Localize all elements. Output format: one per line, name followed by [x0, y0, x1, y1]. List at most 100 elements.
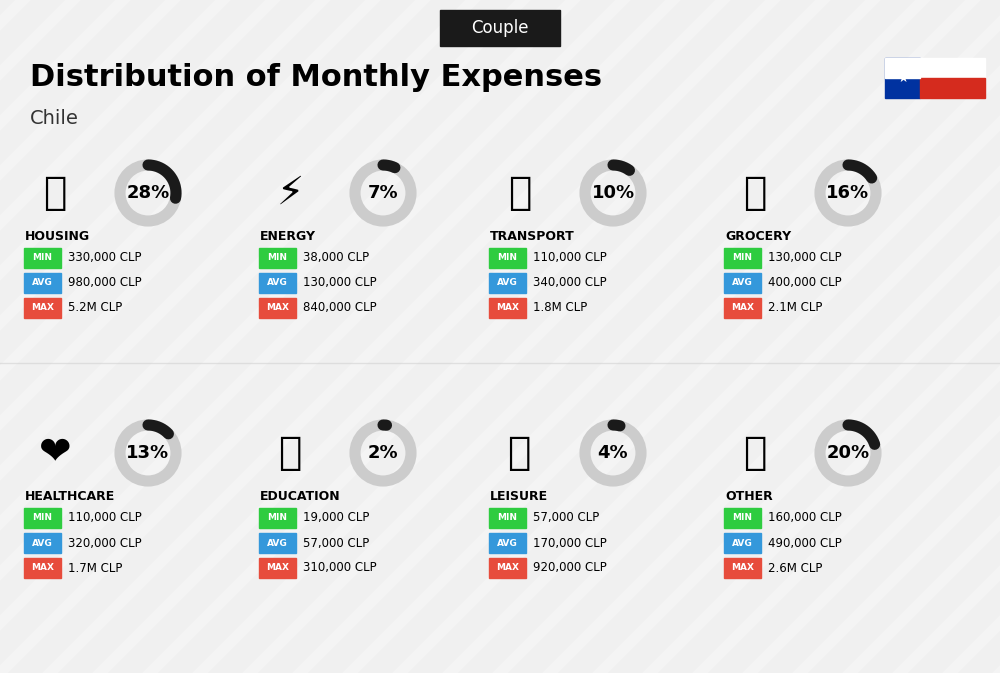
Bar [920, 58, 985, 78]
Text: 5.2M CLP: 5.2M CLP [68, 302, 122, 314]
Text: MAX: MAX [496, 304, 519, 312]
FancyBboxPatch shape [24, 533, 61, 553]
Text: 2.1M CLP: 2.1M CLP [768, 302, 822, 314]
Text: MIN: MIN [268, 513, 288, 522]
Text: 310,000 CLP: 310,000 CLP [303, 561, 377, 575]
FancyBboxPatch shape [724, 298, 761, 318]
Text: AVG: AVG [32, 538, 53, 548]
Text: 170,000 CLP: 170,000 CLP [533, 536, 607, 549]
Text: 840,000 CLP: 840,000 CLP [303, 302, 377, 314]
Text: MAX: MAX [731, 563, 754, 573]
Text: MAX: MAX [731, 304, 754, 312]
Text: 4%: 4% [598, 444, 628, 462]
Text: 920,000 CLP: 920,000 CLP [533, 561, 607, 575]
FancyBboxPatch shape [489, 298, 526, 318]
Text: Chile: Chile [30, 108, 79, 127]
Text: AVG: AVG [732, 279, 753, 287]
Text: 13%: 13% [126, 444, 170, 462]
FancyBboxPatch shape [489, 248, 526, 268]
FancyBboxPatch shape [259, 508, 296, 528]
Text: 110,000 CLP: 110,000 CLP [68, 511, 142, 524]
Text: 16%: 16% [826, 184, 870, 202]
FancyBboxPatch shape [724, 558, 761, 578]
Text: MIN: MIN [33, 513, 53, 522]
Text: AVG: AVG [267, 538, 288, 548]
Text: ENERGY: ENERGY [260, 229, 316, 242]
FancyBboxPatch shape [440, 10, 560, 46]
Text: 57,000 CLP: 57,000 CLP [533, 511, 599, 524]
Text: MIN: MIN [498, 254, 518, 262]
FancyBboxPatch shape [24, 273, 61, 293]
Text: 490,000 CLP: 490,000 CLP [768, 536, 842, 549]
Bar [885, 58, 920, 98]
Text: EDUCATION: EDUCATION [260, 489, 341, 503]
Text: GROCERY: GROCERY [725, 229, 791, 242]
Text: AVG: AVG [497, 538, 518, 548]
FancyBboxPatch shape [489, 558, 526, 578]
Text: 330,000 CLP: 330,000 CLP [68, 252, 142, 264]
Text: MIN: MIN [33, 254, 53, 262]
FancyBboxPatch shape [724, 533, 761, 553]
Text: 38,000 CLP: 38,000 CLP [303, 252, 369, 264]
Text: 🚌: 🚌 [508, 174, 532, 212]
Text: HEALTHCARE: HEALTHCARE [25, 489, 115, 503]
Text: AVG: AVG [497, 279, 518, 287]
Text: AVG: AVG [267, 279, 288, 287]
FancyBboxPatch shape [724, 273, 761, 293]
FancyBboxPatch shape [489, 508, 526, 528]
Text: 2.6M CLP: 2.6M CLP [768, 561, 822, 575]
FancyBboxPatch shape [259, 248, 296, 268]
Text: 🛒: 🛒 [743, 174, 767, 212]
Text: MAX: MAX [266, 304, 289, 312]
FancyBboxPatch shape [259, 273, 296, 293]
Text: MAX: MAX [496, 563, 519, 573]
Text: 110,000 CLP: 110,000 CLP [533, 252, 607, 264]
Text: 7%: 7% [368, 184, 398, 202]
Bar [885, 58, 920, 78]
Text: ★: ★ [897, 71, 908, 85]
Text: 🛍️: 🛍️ [508, 434, 532, 472]
Text: MIN: MIN [732, 254, 753, 262]
FancyBboxPatch shape [259, 533, 296, 553]
Text: ❤️: ❤️ [39, 434, 71, 472]
Text: MIN: MIN [268, 254, 288, 262]
Text: AVG: AVG [732, 538, 753, 548]
FancyBboxPatch shape [724, 508, 761, 528]
Text: Couple: Couple [471, 19, 529, 37]
Text: 57,000 CLP: 57,000 CLP [303, 536, 369, 549]
FancyBboxPatch shape [24, 298, 61, 318]
FancyBboxPatch shape [259, 298, 296, 318]
Text: Distribution of Monthly Expenses: Distribution of Monthly Expenses [30, 63, 602, 92]
Text: 2%: 2% [368, 444, 398, 462]
FancyBboxPatch shape [24, 248, 61, 268]
Text: 320,000 CLP: 320,000 CLP [68, 536, 142, 549]
Text: 💰: 💰 [743, 434, 767, 472]
Text: MAX: MAX [31, 563, 54, 573]
FancyBboxPatch shape [24, 558, 61, 578]
Text: 20%: 20% [826, 444, 870, 462]
Text: 19,000 CLP: 19,000 CLP [303, 511, 369, 524]
Text: 340,000 CLP: 340,000 CLP [533, 277, 607, 289]
Text: 130,000 CLP: 130,000 CLP [303, 277, 377, 289]
Text: 28%: 28% [126, 184, 170, 202]
Text: 🎓: 🎓 [278, 434, 302, 472]
Text: 400,000 CLP: 400,000 CLP [768, 277, 842, 289]
Text: TRANSPORT: TRANSPORT [490, 229, 575, 242]
Text: 10%: 10% [591, 184, 635, 202]
Text: HOUSING: HOUSING [25, 229, 90, 242]
FancyBboxPatch shape [489, 273, 526, 293]
Bar [920, 78, 985, 98]
Text: 980,000 CLP: 980,000 CLP [68, 277, 142, 289]
FancyBboxPatch shape [259, 558, 296, 578]
FancyBboxPatch shape [489, 533, 526, 553]
Text: MAX: MAX [31, 304, 54, 312]
FancyBboxPatch shape [24, 508, 61, 528]
Text: OTHER: OTHER [725, 489, 773, 503]
Text: 1.7M CLP: 1.7M CLP [68, 561, 122, 575]
Text: MIN: MIN [732, 513, 753, 522]
Text: 160,000 CLP: 160,000 CLP [768, 511, 842, 524]
FancyBboxPatch shape [724, 248, 761, 268]
Text: MAX: MAX [266, 563, 289, 573]
Text: 🏢: 🏢 [43, 174, 67, 212]
Text: LEISURE: LEISURE [490, 489, 548, 503]
